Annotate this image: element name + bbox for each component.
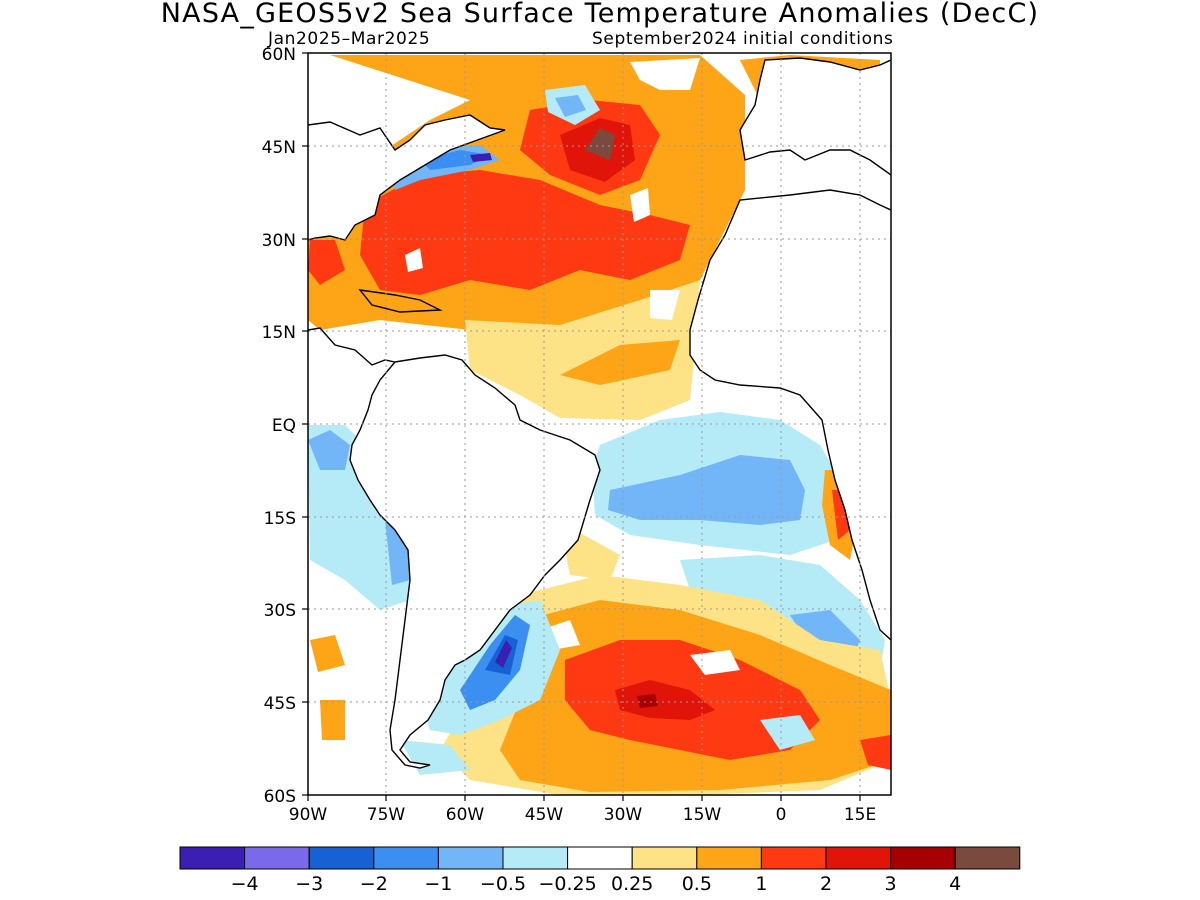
colorbar-label: −0.5: [480, 873, 526, 895]
anomaly-region: [560, 340, 680, 385]
colorbar-swatch: [179, 846, 246, 870]
lon-label: 60W: [446, 805, 485, 825]
lat-label: 60S: [264, 787, 296, 807]
anomaly-region: [608, 455, 805, 525]
colorbar-label: −1: [424, 873, 452, 895]
anomaly-region: [650, 290, 680, 320]
lon-label: 15W: [683, 805, 722, 825]
anomaly-region: [495, 640, 512, 668]
colorbar-swatch: [760, 846, 827, 870]
lon-label: 90W: [289, 805, 328, 825]
colorbar: −4 −3 −2 −1 −0.5 −0.25 0.25 0.5 1 2 3 4: [179, 846, 1021, 895]
anomaly-region: [630, 188, 650, 222]
anomaly-region: [308, 430, 350, 470]
anomaly-region: [690, 650, 740, 675]
colorbar-swatch: [890, 846, 956, 870]
latitude-labels: 60N 45N 30N 15N EQ 15S 30S 45S 60S: [262, 45, 296, 807]
anomaly-region: [360, 170, 690, 295]
anomaly-region: [465, 280, 700, 420]
colorbar-swatch: [567, 846, 633, 870]
colorbar-swatches: [179, 846, 1021, 870]
anomaly-region: [630, 58, 700, 90]
lat-label: 30S: [264, 601, 296, 621]
colorbar-swatch: [373, 846, 439, 870]
lon-label: 15E: [844, 805, 876, 825]
anomaly-region: [585, 128, 615, 160]
anomaly-region: [308, 240, 345, 285]
lon-label: 45W: [525, 805, 564, 825]
anomaly-region: [310, 635, 345, 672]
lat-label: 30N: [262, 231, 296, 251]
colorbar-swatch: [825, 846, 892, 870]
lon-label: 30W: [604, 805, 643, 825]
anomaly-region: [760, 715, 815, 750]
land-central-america: [308, 328, 395, 380]
colorbar-label: 0.5: [682, 873, 712, 895]
colorbar-swatch: [502, 846, 569, 870]
map-title: NASA_GEOS5v2 Sea Surface Temperature Ano…: [160, 0, 1040, 29]
lat-label: 45N: [262, 138, 296, 158]
coastlines: [308, 57, 891, 769]
anomaly-region: [637, 694, 658, 708]
lat-label: 15N: [262, 323, 296, 343]
anomaly-region: [405, 248, 423, 272]
anomaly-region: [320, 700, 345, 740]
lat-label: 15S: [264, 509, 296, 529]
colorbar-swatch: [308, 846, 375, 870]
initial-conditions: September2024 initial conditions: [592, 29, 894, 49]
anomaly-field: [308, 53, 891, 795]
colorbar-label: 0.25: [611, 873, 653, 895]
colorbar-label: 1: [755, 873, 767, 895]
lat-label: 60N: [262, 45, 296, 65]
axis-ticks: [302, 52, 861, 801]
lat-label: 45S: [264, 694, 296, 714]
colorbar-swatch: [244, 846, 310, 870]
anomaly-region: [615, 680, 715, 720]
lon-label: 75W: [367, 805, 406, 825]
colorbar-label: −4: [231, 873, 259, 895]
colorbar-label: 3: [885, 873, 897, 895]
gridlines: [308, 53, 891, 795]
anomaly-region: [565, 530, 620, 580]
anomaly-region: [860, 735, 891, 770]
colorbar-swatch: [696, 846, 762, 870]
colorbar-label: −0.25: [538, 873, 596, 895]
land-south-america: [350, 355, 600, 768]
colorbar-label: 4: [949, 873, 961, 895]
forecast-period: Jan2025–Mar2025: [268, 29, 431, 49]
colorbar-labels: −4 −3 −2 −1 −0.5 −0.25 0.25 0.5 1 2 3 4: [231, 873, 962, 895]
colorbar-label: −3: [295, 873, 323, 895]
colorbar-label: −2: [360, 873, 388, 895]
lon-label: 0: [776, 805, 787, 825]
colorbar-label: 2: [820, 873, 832, 895]
colorbar-swatch: [954, 846, 1021, 870]
anomaly-region: [555, 95, 586, 117]
colorbar-swatch: [631, 846, 698, 870]
lat-label: EQ: [272, 416, 296, 436]
colorbar-swatch: [437, 846, 504, 870]
anomaly-region: [470, 153, 492, 162]
land-africa: [690, 190, 891, 640]
longitude-labels: 90W 75W 60W 45W 30W 15W 0 15E: [289, 805, 876, 825]
